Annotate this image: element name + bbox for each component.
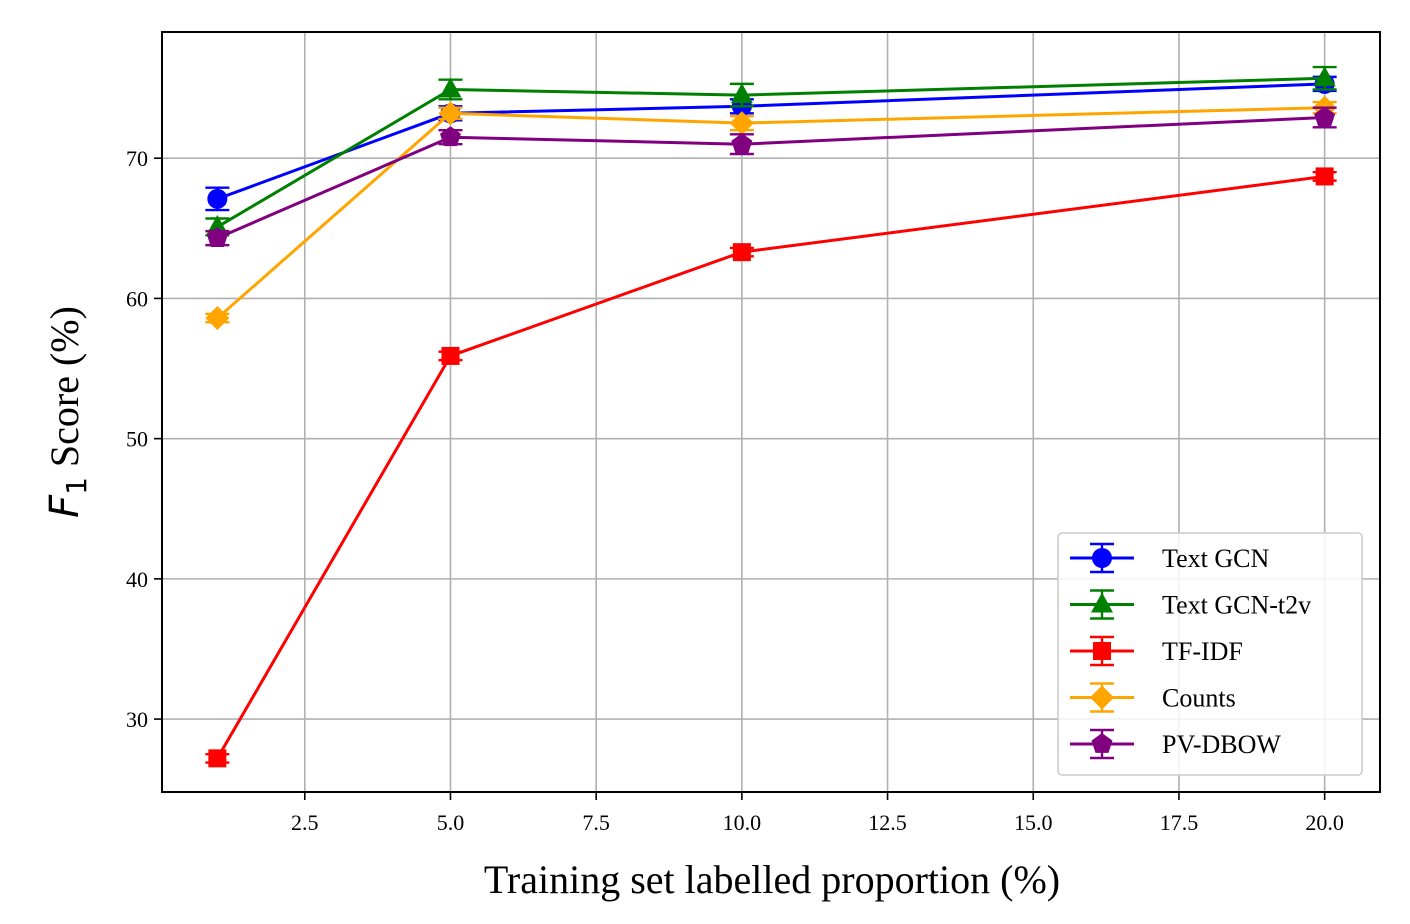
- legend-marker-counts: [1090, 685, 1114, 710]
- series-line-pv-dbow: [216, 116, 1325, 240]
- series-pv-dbow: [205, 106, 1337, 247]
- y-tick-label: 30: [126, 707, 148, 732]
- legend-marker-tf-idf: [1093, 642, 1111, 660]
- x-tick-label: 20.0: [1305, 810, 1344, 835]
- y-axis-title-symbol: F: [42, 494, 88, 518]
- legend-entry-text-gcn-t2v: Text GCN-t2v: [1070, 589, 1311, 620]
- data-point-text-gcn-t2v: [206, 214, 229, 235]
- data-point-text-gcn-t2v: [730, 83, 753, 104]
- data-point-pv-dbow: [731, 133, 753, 154]
- data-point-text-gcn-t2v: [1313, 66, 1336, 87]
- x-tick-label: 2.5: [291, 810, 319, 835]
- y-axis-ticks: 30 40 50 60 70: [126, 146, 162, 732]
- x-tick-label: 15.0: [1014, 810, 1053, 835]
- legend-entry-counts: Counts: [1070, 682, 1236, 713]
- data-point-pv-dbow: [440, 126, 461, 147]
- data-point-text-gcn-t2v: [439, 77, 462, 98]
- data-point-pv-dbow: [1314, 106, 1336, 127]
- data-point-tf-idf: [208, 749, 227, 768]
- data-point-counts: [205, 306, 230, 331]
- y-axis-title-subscript: 1: [60, 477, 93, 495]
- svg-text:F1Score (%): F1 Score (%): [42, 306, 93, 518]
- x-axis-ticks: 2.5 5.0 7.5 10.0 12.5 15.0 17.5 20.0: [291, 792, 1344, 835]
- legend-entry-pv-dbow: PV-DBOW: [1070, 728, 1281, 760]
- data-point-text-gcn: [207, 188, 228, 209]
- legend-entry-text-gcn: Text GCN: [1070, 542, 1269, 574]
- data-point-tf-idf: [732, 243, 751, 262]
- x-tick-label: 10.0: [723, 810, 762, 835]
- y-axis-title: F1 Score (%): [42, 306, 93, 518]
- legend-label-text-gcn: Text GCN: [1162, 544, 1269, 573]
- legend-label-tf-idf: TF-IDF: [1162, 637, 1243, 666]
- y-tick-label: 60: [126, 286, 148, 311]
- x-tick-label: 5.0: [437, 810, 465, 835]
- plot-frame: [161, 31, 1381, 793]
- y-tick-label: 70: [126, 146, 148, 171]
- data-point-tf-idf: [1315, 167, 1334, 186]
- x-axis-title: Training set labelled proportion (%): [484, 857, 1060, 902]
- series-layer: [205, 65, 1337, 768]
- y-tick-label: 40: [126, 567, 148, 592]
- x-tick-label: 7.5: [582, 810, 610, 835]
- data-point-counts: [729, 111, 754, 136]
- legend-label-text-gcn-t2v: Text GCN-t2v: [1162, 591, 1311, 620]
- y-axis-title-text: Score (%): [42, 306, 87, 467]
- series-line-text-gcn-t2v: [216, 76, 1325, 229]
- legend-marker-text-gcn-t2v: [1091, 592, 1113, 613]
- legend-entry-tf-idf: TF-IDF: [1070, 635, 1243, 667]
- legend-marker-text-gcn: [1092, 548, 1112, 568]
- x-tick-label: 17.5: [1160, 810, 1199, 835]
- series-line-counts: [216, 106, 1325, 320]
- legend-label-counts: Counts: [1162, 684, 1236, 713]
- data-point-tf-idf: [441, 346, 460, 365]
- series-text-gcn-t2v: [205, 65, 1337, 237]
- y-tick-label: 50: [126, 427, 148, 452]
- legend-marker-pv-dbow: [1091, 733, 1113, 753]
- legend: Text GCN Text GCN-t2v TF-IDF Counts PV-DBOW: [1057, 532, 1363, 776]
- data-point-counts: [438, 101, 463, 126]
- legend-box: [1057, 532, 1363, 776]
- series-tf-idf: [205, 167, 1337, 768]
- series-line-tf-idf: [216, 174, 1325, 760]
- series-line-text-gcn: [216, 82, 1325, 201]
- legend-label-pv-dbow: PV-DBOW: [1162, 730, 1281, 759]
- x-tick-label: 12.5: [868, 810, 907, 835]
- data-point-pv-dbow: [206, 227, 228, 247]
